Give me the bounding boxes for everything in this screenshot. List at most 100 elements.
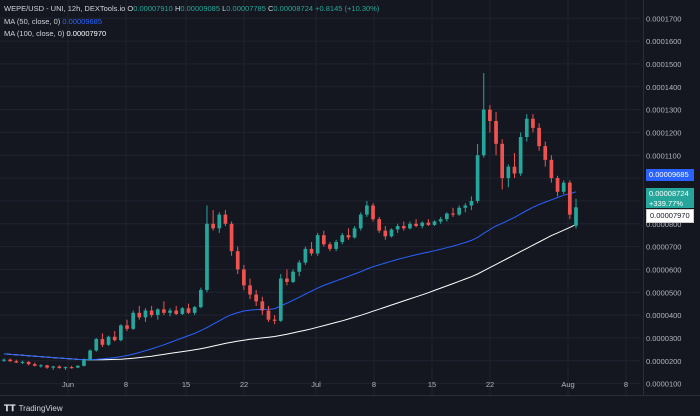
candle (568, 180, 572, 220)
close-label: C (267, 4, 274, 13)
candle (211, 210, 215, 231)
candle-body (272, 319, 277, 321)
candle (260, 296, 265, 316)
candle (315, 232, 320, 256)
candle (524, 114, 529, 142)
price-tick-label: 0.0000100 (646, 380, 681, 389)
candle (574, 198, 578, 229)
candle-body (426, 222, 431, 225)
ma100-label: MA (100, close, 0) (4, 29, 65, 38)
symbol-title[interactable]: WEPE/USD - UNI, 12h, DEXTools.io (4, 4, 126, 13)
price-tick-label: 0.0000800 (646, 220, 681, 229)
time-tick-label: Aug (561, 380, 574, 389)
candle-body (389, 229, 394, 237)
candle (217, 212, 222, 233)
candle (100, 333, 105, 348)
candle (192, 305, 197, 316)
chart-grid (0, 0, 640, 395)
candle-body (383, 230, 388, 237)
candle-body (2, 359, 6, 361)
candle-body (32, 364, 37, 366)
candle-body (254, 294, 259, 302)
candle (205, 205, 209, 293)
candle-body (131, 312, 136, 329)
candle (75, 365, 80, 369)
candle-body (26, 361, 31, 365)
candle (119, 324, 123, 342)
candle-body (75, 365, 80, 368)
candle (242, 264, 246, 290)
candle-body (444, 213, 449, 220)
candle-body (321, 235, 326, 245)
candle (488, 105, 492, 133)
candle (180, 307, 185, 316)
candle-body (82, 359, 86, 366)
candle (32, 362, 37, 367)
candle (254, 289, 259, 306)
candle-body (555, 178, 560, 192)
time-tick-label: 15 (428, 380, 436, 389)
candle (285, 269, 289, 286)
candle-body (561, 182, 566, 192)
candle (371, 203, 375, 222)
candle-body (309, 248, 314, 254)
candle-body (297, 262, 302, 272)
low-value: 0.00007785 (226, 4, 266, 13)
candle (137, 305, 142, 320)
candle (469, 196, 474, 211)
candle (334, 239, 338, 252)
candle (39, 364, 43, 368)
ma100-legend[interactable]: MA (100, close, 0) 0.00007970 (4, 29, 106, 39)
time-tick-label: Jul (311, 380, 321, 389)
candle (14, 359, 19, 364)
candle-body (463, 205, 468, 208)
price-tick-label: 0.0001100 (646, 151, 681, 160)
candle-body (20, 361, 25, 363)
candle (518, 132, 523, 176)
candle (365, 200, 369, 217)
candle-body (217, 214, 222, 229)
candle (549, 155, 554, 183)
candle-body (69, 367, 74, 369)
price-tick-label: 0.0000400 (646, 311, 681, 320)
candle-body (235, 251, 240, 270)
tradingview-logo[interactable]: 𝐓𝐓 TradingView (4, 403, 63, 414)
ma100-price-tag: 0.00007970 (646, 209, 694, 223)
ma50-legend[interactable]: MA (50, close, 0) 0.00009685 (4, 17, 102, 27)
candle (432, 220, 437, 227)
candle-body (8, 359, 12, 362)
time-tick-label: 8 (372, 380, 376, 389)
candle-body (469, 200, 474, 206)
candle-body (346, 235, 351, 238)
candle (235, 246, 240, 274)
last-price-change: +339.77% (649, 199, 683, 208)
candle (272, 315, 277, 325)
ma50-price-tag: 0.00009685 (646, 169, 694, 181)
ma50-polyline (3, 191, 577, 361)
candle-body (334, 242, 338, 249)
candle (45, 364, 49, 369)
candle-body (137, 312, 142, 318)
candle (266, 305, 271, 322)
time-axis[interactable]: Jun 8 15 22 Jul 8 15 22 Aug 8 (62, 380, 628, 389)
high-value: 0.00009085 (180, 4, 220, 13)
candle (494, 111, 498, 156)
last-price-tag: 0.00008724 +339.77% (646, 188, 694, 208)
price-tick-label: 0.0001600 (646, 37, 681, 46)
candle (168, 308, 172, 317)
candle (481, 73, 486, 158)
candle-body (303, 248, 308, 263)
ma100-polyline (3, 223, 577, 361)
candle (475, 143, 480, 204)
candle (186, 303, 191, 314)
time-tick-label: 22 (486, 380, 494, 389)
candle (451, 207, 455, 217)
price-axis[interactable]: 0.0001700 0.0001600 0.0001500 0.0001400 0.00… (646, 14, 681, 388)
candle-body (352, 228, 357, 238)
candle (106, 335, 111, 346)
candle (51, 365, 56, 370)
candle (426, 219, 431, 227)
time-axis-divider (0, 395, 700, 396)
candle-body (211, 223, 215, 229)
